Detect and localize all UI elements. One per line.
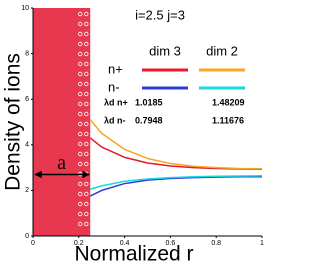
ion-glyph: [78, 181, 83, 187]
ion-glyph: [84, 211, 89, 217]
annotation-label: a: [57, 152, 66, 174]
chart: i=2.5 j=3 Normalized r Density of ions 0…: [2, 5, 265, 266]
x-axis-label: Normalized r: [74, 243, 193, 266]
ion-glyph: [84, 151, 89, 157]
lambda-label: λd n+: [104, 97, 128, 107]
ion-glyph: [84, 41, 89, 47]
ion-glyph: [78, 91, 83, 97]
ion-glyph: [84, 11, 89, 17]
shaded-region: [33, 8, 91, 236]
y-tick-label: 6: [25, 96, 29, 103]
ion-glyph: [78, 161, 83, 167]
ion-glyph: [78, 201, 83, 207]
ion-glyph: [84, 101, 89, 107]
ion-glyph: [84, 21, 89, 27]
ion-glyph: [78, 71, 83, 77]
ion-glyph: [78, 41, 83, 47]
ion-glyph: [84, 121, 89, 127]
series-line: [89, 175, 262, 197]
ion-glyph: [78, 21, 83, 27]
ion-glyph: [78, 51, 83, 57]
ion-glyph: [78, 61, 83, 67]
y-tick-label: 0: [25, 233, 29, 240]
ion-glyph: [84, 51, 89, 57]
ion-glyph: [78, 141, 83, 147]
x-tick-label: 1: [260, 240, 264, 247]
ion-glyph: [78, 101, 83, 107]
ion-glyph: [84, 221, 89, 227]
x-tick-label: 0.4: [120, 240, 130, 247]
ion-glyph: [78, 111, 83, 117]
series-line: [90, 175, 263, 190]
x-tick-label: 0.2: [74, 240, 84, 247]
chart-title: i=2.5 j=3: [135, 7, 185, 22]
lambda-value: 0.7948: [135, 115, 163, 125]
ion-glyph: [84, 131, 89, 137]
x-tick-label: 0.8: [211, 240, 221, 247]
y-axis-label: Density of ions: [2, 53, 25, 191]
legend-column: dim 3: [149, 43, 181, 58]
ion-glyph: [78, 121, 83, 127]
lambda-value: 1.0185: [135, 97, 163, 107]
y-tick-label: 8: [25, 50, 29, 57]
series-line: [89, 119, 263, 170]
ion-glyph: [78, 211, 83, 217]
y-tick-label: 10: [21, 5, 29, 12]
ion-glyph: [78, 11, 83, 17]
ion-glyph: [84, 141, 89, 147]
ion-glyph: [78, 131, 83, 137]
y-tick-label: 2: [25, 187, 29, 194]
ion-glyph: [78, 221, 83, 227]
ion-glyph: [84, 201, 89, 207]
legend-row: n+: [108, 61, 123, 76]
x-tick-label: 0: [31, 240, 35, 247]
ion-glyph: [84, 61, 89, 67]
ion-glyph: [78, 31, 83, 37]
ion-glyph: [84, 181, 89, 187]
ion-glyph: [78, 191, 83, 197]
x-tick-label: 0.6: [166, 240, 176, 247]
legend-column: dim 2: [206, 43, 238, 58]
ion-glyph: [84, 161, 89, 167]
ion-glyph: [84, 71, 89, 77]
ion-glyph: [84, 111, 89, 117]
lambda-value: 1.11676: [212, 115, 244, 125]
lambda-label: λd n-: [104, 115, 126, 125]
ion-glyph: [78, 81, 83, 87]
y-tick-label: 4: [25, 142, 29, 149]
lambda-value: 1.48209: [212, 97, 245, 107]
legend-row: n-: [108, 79, 120, 94]
ion-glyph: [84, 91, 89, 97]
ion-glyph: [84, 191, 89, 197]
ion-glyph: [78, 151, 83, 157]
ion-glyph: [84, 81, 89, 87]
ion-glyph: [84, 31, 89, 37]
